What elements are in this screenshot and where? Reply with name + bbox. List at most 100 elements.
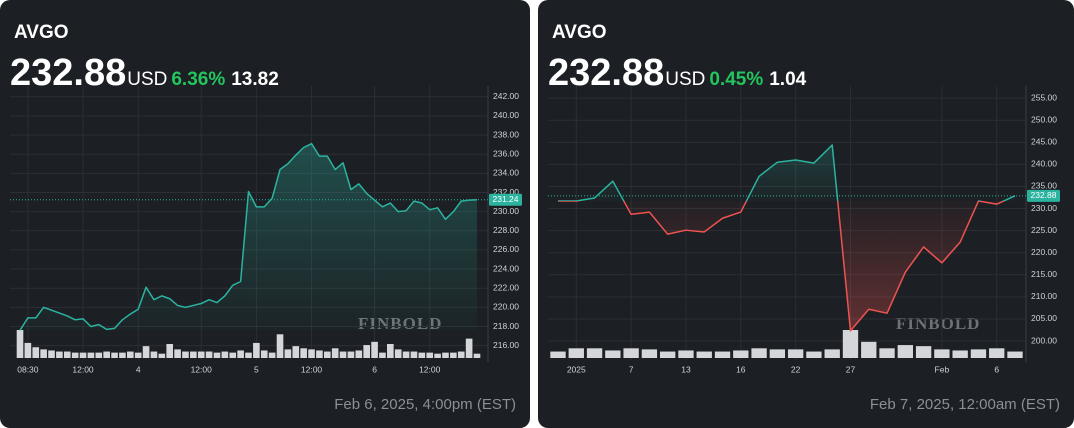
volume-bar	[103, 351, 110, 358]
ticker: AVGO	[552, 22, 607, 43]
ticker: AVGO	[14, 22, 69, 43]
y-tick-label: 235.00	[1031, 181, 1057, 191]
y-tick-label: 255.00	[1031, 92, 1057, 102]
last-price-label: 231.24	[493, 194, 519, 204]
x-tick-label: 12:00	[72, 364, 94, 374]
price: 232.88	[10, 52, 126, 94]
volume-bar	[63, 351, 71, 358]
volume-bar	[292, 346, 300, 358]
quote-line: 232.88USD 0.45% 1.04	[548, 52, 807, 94]
y-tick-label: 238.00	[493, 129, 519, 139]
x-tick-label: 08:30	[17, 364, 39, 374]
price: 232.88	[548, 52, 664, 94]
volume-bar	[119, 352, 126, 358]
volume-bar	[127, 351, 134, 358]
volume-bar	[40, 349, 47, 358]
volume-bar	[166, 344, 174, 358]
volume-bar	[253, 342, 260, 358]
volume-bar	[824, 349, 840, 358]
volume-bar	[182, 351, 189, 358]
x-tick-label: 6	[372, 364, 377, 374]
volume-bar	[134, 352, 142, 358]
volume-bar	[418, 352, 426, 358]
volume-bar	[769, 349, 786, 358]
volume-bar	[952, 350, 968, 358]
currency: USD	[665, 69, 705, 90]
volume-bar	[308, 349, 315, 358]
volume-bar	[426, 352, 434, 358]
change: 13.82	[231, 69, 279, 90]
x-tick-label: 22	[791, 364, 801, 374]
y-tick-label: 230.00	[493, 206, 519, 216]
y-tick-label: 224.00	[493, 263, 519, 273]
panel	[538, 0, 1074, 428]
y-tick-label: 225.00	[1031, 225, 1057, 235]
volume-bar	[71, 352, 79, 358]
y-tick-label: 228.00	[493, 225, 519, 235]
volume-bar	[331, 348, 339, 358]
y-tick-label: 210.00	[1031, 291, 1057, 301]
volume-bar	[678, 350, 694, 358]
x-tick-label: 7	[629, 364, 634, 374]
volume-bar	[379, 352, 386, 358]
volume-bar	[16, 330, 24, 358]
y-tick-label: 220.00	[1031, 247, 1057, 257]
currency: USD	[127, 69, 167, 90]
x-tick-label: 6	[994, 364, 999, 374]
y-tick-label: 222.00	[493, 282, 519, 292]
volume-bar	[87, 352, 95, 358]
volume-bar	[1007, 351, 1023, 358]
volume-bar	[660, 351, 676, 358]
volume-bar	[861, 341, 877, 358]
volume-bar	[806, 351, 822, 358]
volume-bar	[197, 351, 205, 358]
x-tick-label: 16	[736, 364, 746, 374]
y-tick-label: 226.00	[493, 244, 519, 254]
y-tick-label: 216.00	[493, 340, 519, 350]
volume-bar	[842, 330, 859, 358]
volume-bar	[347, 351, 355, 358]
volume-bar	[714, 351, 731, 358]
y-tick-label: 200.00	[1031, 335, 1057, 345]
y-tick-label: 230.00	[1031, 203, 1057, 213]
volume-bar	[79, 352, 87, 358]
x-tick-label: Feb	[935, 364, 950, 374]
volume-bar	[473, 353, 481, 358]
volume-bar	[111, 352, 118, 358]
volume-bar	[586, 348, 603, 358]
x-tick-label: 13	[681, 364, 691, 374]
chart-widget: AVGO232.88USD6.36%13.82FINBOLD216.00218.…	[0, 0, 530, 428]
volume-bar	[24, 342, 32, 358]
y-tick-label: 242.00	[493, 91, 519, 101]
y-tick-label: 234.00	[493, 168, 519, 178]
volume-bar	[150, 351, 158, 358]
volume-bar	[402, 351, 410, 358]
volume-bar	[970, 349, 987, 358]
last-price-box	[1027, 189, 1060, 202]
volume-bar	[410, 351, 418, 358]
x-tick-label: 2025	[567, 364, 586, 374]
volume-bar	[989, 348, 1005, 358]
volume-bar	[339, 351, 347, 358]
change-percent: 6.36%	[171, 69, 225, 90]
volume-bar	[323, 351, 331, 358]
volume-bar	[696, 351, 712, 358]
price-line	[19, 142, 478, 331]
volume-bar	[363, 345, 370, 358]
x-tick-label: 27	[846, 364, 856, 374]
volume-bar	[260, 350, 268, 358]
x-tick-label: 12:00	[419, 364, 441, 374]
volume-bar	[605, 350, 621, 358]
volume-bar	[751, 348, 767, 358]
y-tick-label: 240.00	[493, 110, 519, 120]
watermark: FINBOLD	[896, 314, 980, 333]
volume-bar	[276, 334, 284, 358]
volume-bar	[245, 352, 252, 358]
volume-bar	[95, 352, 103, 358]
area-fill	[20, 143, 477, 331]
last-price-label: 232.88	[1031, 190, 1057, 200]
volume-bar	[733, 350, 749, 358]
y-tick-label: 205.00	[1031, 313, 1057, 323]
x-tick-label: 12:00	[301, 364, 323, 374]
